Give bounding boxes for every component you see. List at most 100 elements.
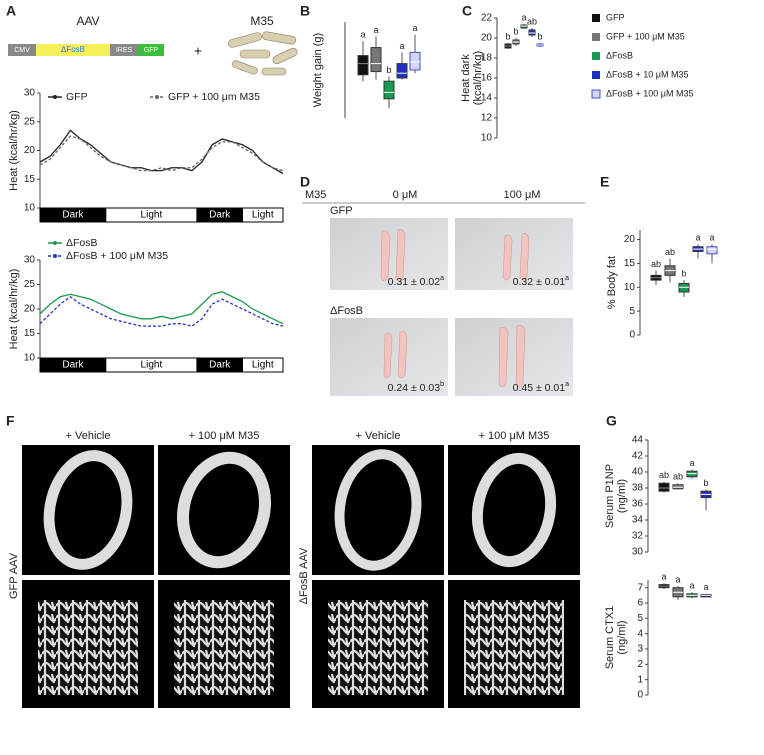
y-tick-label: 22 xyxy=(481,13,493,24)
column-header: + Vehicle xyxy=(356,430,401,442)
legend-label: ΔFosB xyxy=(66,237,98,249)
legend-label: GFP xyxy=(66,91,88,103)
y-axis-label: Weight gain (g) xyxy=(312,33,324,107)
y-axis-label: % Body fat xyxy=(606,256,618,309)
period-label: Light xyxy=(252,360,274,371)
row-header: M35 xyxy=(305,189,326,201)
series-line xyxy=(39,295,284,327)
significance-letter: a xyxy=(360,30,365,40)
m35-label: M35 xyxy=(250,14,274,28)
y-tick-label: 40 xyxy=(632,467,644,478)
y-tick-label: 1 xyxy=(637,674,643,685)
y-tick-label: 38 xyxy=(632,483,644,494)
panel-label: F xyxy=(6,413,15,429)
y-tick-label: 20 xyxy=(24,145,36,156)
y-tick-label: 10 xyxy=(481,133,493,144)
significance-letter: a xyxy=(675,575,680,585)
y-tick-label: 5 xyxy=(629,306,635,317)
column-header: + 100 μM M35 xyxy=(479,430,550,442)
measurement-sup: a xyxy=(565,381,569,388)
y-tick-label: 20 xyxy=(24,304,36,315)
y-tick-label: 32 xyxy=(632,531,644,542)
significance-letter: b xyxy=(505,31,510,41)
measurement-value: 0.45 ± 0.01 xyxy=(513,382,566,394)
y-axis-label: Heat (kcal/hr/kg) xyxy=(8,269,20,350)
panel-label: E xyxy=(600,174,609,190)
y-tick-label: 30 xyxy=(24,255,36,266)
legend-swatch xyxy=(591,89,601,99)
column-header: 100 μM xyxy=(504,189,541,201)
y-axis-label: (ng/ml) xyxy=(616,479,628,513)
significance-letter: ab xyxy=(527,16,537,26)
y-tick-label: 15 xyxy=(24,174,36,185)
measurement: 0.45 ± 0.01a xyxy=(513,381,569,394)
element: GFP xyxy=(144,47,159,54)
photos-d xyxy=(302,202,585,396)
significance-letter: ab xyxy=(651,259,661,269)
significance-letter: a xyxy=(661,571,666,581)
element: IRES xyxy=(116,47,133,54)
measurement: 0.31 ± 0.02a xyxy=(388,275,444,288)
y-axis-label: (ng/ml) xyxy=(616,620,628,654)
y-tick-label: 20 xyxy=(624,234,636,245)
plus: + xyxy=(194,43,202,59)
legend-swatch xyxy=(592,33,600,41)
measurement-value: 0.32 ± 0.01 xyxy=(513,276,566,288)
element: ΔFosB xyxy=(61,45,85,54)
column-header: 0 μM xyxy=(393,189,418,201)
measurement-value: 0.24 ± 0.03 xyxy=(388,382,441,394)
panel-label: A xyxy=(6,3,16,19)
y-tick-label: 3 xyxy=(637,644,643,655)
y-tick-label: 0 xyxy=(637,690,643,701)
significance-letter: ab xyxy=(673,472,683,482)
y-tick-label: 15 xyxy=(24,328,36,339)
period-label: Dark xyxy=(209,210,231,221)
legend-label: ΔFosB + 10 μM M35 xyxy=(606,69,688,79)
significance-letter: a xyxy=(373,25,378,35)
period-bar xyxy=(242,207,284,223)
y-tick-label: 12 xyxy=(481,113,493,124)
period-label: Dark xyxy=(209,360,231,371)
y-tick-label: 20 xyxy=(481,33,493,44)
period-bar xyxy=(242,357,284,373)
legend-marker xyxy=(155,95,159,99)
significance-letter: a xyxy=(521,12,526,22)
legend-marker xyxy=(53,241,57,245)
y-tick-label: 2 xyxy=(637,659,643,670)
measurement: 0.32 ± 0.01a xyxy=(513,275,569,288)
y-tick-label: 5 xyxy=(637,613,643,624)
significance-letter: a xyxy=(709,233,714,243)
y-tick-label: 7 xyxy=(637,582,643,593)
aav-label: AAV xyxy=(76,14,99,28)
box xyxy=(383,80,395,100)
significance-letter: b xyxy=(386,65,391,75)
series-line xyxy=(39,135,284,172)
measurement: 0.24 ± 0.03b xyxy=(388,381,444,394)
legend-swatch xyxy=(592,71,600,79)
construct: CMV ΔFosB IRES GFP AAV M35 + xyxy=(8,14,298,76)
significance-letter: a xyxy=(703,582,708,592)
box xyxy=(409,51,421,71)
panel-label: C xyxy=(462,3,472,19)
row-label: ΔFosB xyxy=(330,305,363,317)
y-tick-label: 42 xyxy=(632,451,644,462)
y-axis-label: (kcal/hr/kg) xyxy=(472,51,484,105)
y-tick-label: 14 xyxy=(481,93,493,104)
series-line xyxy=(39,129,284,175)
series-line xyxy=(39,291,284,325)
box xyxy=(706,246,718,255)
period-label: Light xyxy=(141,210,163,221)
y-tick-label: 30 xyxy=(632,547,644,558)
legend-swatch xyxy=(592,52,600,60)
legend-label: ΔFosB xyxy=(606,50,633,60)
significance-letter: ab xyxy=(659,470,669,480)
legend-label: GFP + 100 μM M35 xyxy=(606,31,685,41)
panel-label: B xyxy=(300,3,310,19)
box xyxy=(658,482,670,492)
y-axis-label: Serum CTX1 xyxy=(604,606,616,670)
column-header: + Vehicle xyxy=(66,430,111,442)
period-label: Dark xyxy=(62,360,84,371)
y-tick-label: 18 xyxy=(481,53,493,64)
y-tick-label: 25 xyxy=(24,279,36,290)
